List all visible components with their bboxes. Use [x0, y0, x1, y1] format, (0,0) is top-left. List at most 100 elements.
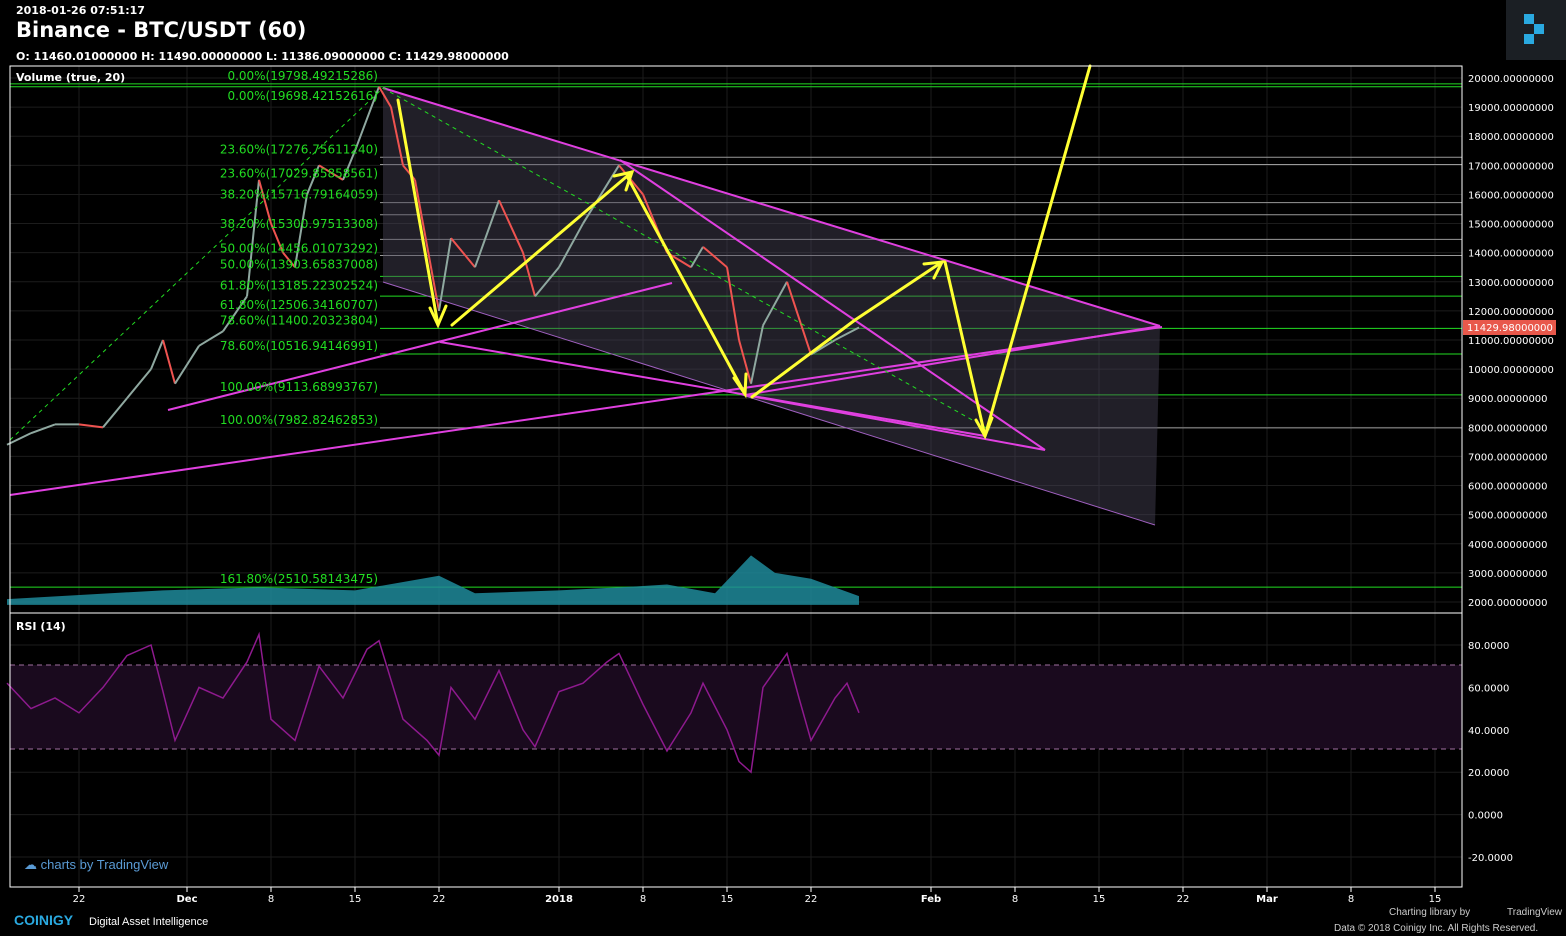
price-tick-label: 14000.00000000	[1468, 249, 1554, 260]
price-tick-label: 6000.00000000	[1468, 482, 1548, 493]
price-candle-segment	[726, 267, 740, 341]
timestamp: 2018-01-26 07:51:17	[16, 4, 145, 17]
price-candle-segment	[534, 266, 560, 297]
cloud-icon: ☁	[24, 857, 41, 872]
time-tick-label: 22	[433, 894, 446, 905]
volume-pane-label: Volume (true, 20)	[16, 71, 126, 84]
price-candle-segment	[474, 199, 500, 268]
copyright: Data © 2018 Coinigy Inc. All Rights Rese…	[1334, 923, 1539, 934]
price-candle-segment	[294, 194, 308, 268]
time-tick-label: 15	[1429, 894, 1442, 905]
time-tick-label: 15	[1093, 894, 1106, 905]
price-candle-segment	[690, 246, 704, 268]
price-candle-segment	[150, 339, 164, 370]
rsi-tick-label: 40.0000	[1468, 726, 1509, 737]
fib-label: 61.80%(13185.22302524)	[220, 278, 378, 292]
price-tick-label: 12000.00000000	[1468, 307, 1554, 318]
volume-series	[7, 555, 859, 605]
price-candle-segment	[618, 164, 644, 196]
price-candle-segment	[30, 423, 56, 435]
rsi-series	[6, 631, 860, 774]
trend-drawings	[9, 87, 1163, 526]
price-candle-segment	[306, 164, 320, 195]
fib-label: 78.60%(11400.20323804)	[220, 313, 378, 327]
axes: 20000.00000000 19000.00000000 18000.000000…	[73, 74, 1554, 905]
price-tick-label: 20000.00000000	[1468, 74, 1554, 85]
price-candle-segment	[198, 330, 224, 347]
price-candle-segment	[762, 281, 788, 326]
price-tick-label: 8000.00000000	[1468, 423, 1548, 434]
rsi-band	[10, 665, 1462, 749]
rsi-tick-label: 20.0000	[1468, 768, 1509, 779]
time-tick-label: 8	[268, 894, 274, 905]
fib-label: 38.20%(15300.97513308)	[220, 217, 378, 231]
rsi-tick-label: -20.0000	[1468, 853, 1513, 864]
price-candle-segment	[78, 423, 104, 429]
volume-area	[7, 555, 859, 605]
chart-title: Binance - BTC/USDT (60)	[16, 18, 307, 42]
rsi-tick-label: 80.0000	[1468, 641, 1509, 652]
last-price-badge: 11429.98000000	[1463, 320, 1556, 335]
price-tick-label: 4000.00000000	[1468, 540, 1548, 551]
time-tick-label: 15	[721, 894, 734, 905]
fib-label: 50.00%(14456.01073292)	[220, 241, 378, 255]
projection-arrows	[396, 64, 1092, 440]
price-candle-segment	[378, 86, 392, 108]
price-candle-segment	[6, 432, 32, 446]
price-candle-segment	[810, 339, 836, 356]
brand-tagline: Digital Asset Intelligence	[89, 916, 209, 928]
time-tick-label: 22	[73, 894, 86, 905]
fib-label: 23.60%(17029.85858561)	[220, 166, 378, 180]
price-candle-segment	[702, 246, 728, 268]
tradingview-link[interactable]: TradingView	[1507, 907, 1563, 918]
price-candle-segment	[162, 339, 176, 384]
price-tick-label: 10000.00000000	[1468, 365, 1554, 376]
price-candle-segment	[498, 199, 524, 254]
rsi-tick-label: 60.0000	[1468, 683, 1509, 694]
price-tick-label: 16000.00000000	[1468, 190, 1554, 201]
fib-label: 100.00%(7982.82462853)	[220, 413, 378, 427]
price-candle-segment	[354, 86, 380, 152]
price-candle-segment	[738, 339, 752, 384]
time-tick-label: 8	[1012, 894, 1018, 905]
time-tick-label: 22	[1177, 894, 1190, 905]
ohlc-readout: O: 11460.01000000 H: 11490.00000000 L: 1…	[16, 50, 509, 63]
fib-label: 161.80%(2510.58143475)	[220, 572, 378, 586]
price-candle-segment	[174, 345, 200, 385]
price-tick-label: 15000.00000000	[1468, 220, 1554, 231]
price-candle-segment	[342, 150, 356, 181]
rsi-line	[6, 631, 860, 774]
price-candle-segment	[450, 237, 476, 268]
price-candle-segment	[102, 397, 128, 428]
price-candle-segment	[258, 179, 272, 224]
price-candle-segment	[750, 325, 764, 384]
price-tick-label: 3000.00000000	[1468, 569, 1548, 580]
time-tick-label: 8	[640, 894, 646, 905]
tradingview-badge[interactable]: ☁ charts by TradingView	[24, 857, 169, 872]
price-candle-segment	[786, 281, 812, 355]
channel-fill	[383, 88, 1160, 525]
rsi-pane-label: RSI (14)	[16, 620, 66, 633]
price-candle-segment	[246, 179, 260, 297]
fib-label: 0.00%(19798.49215286)	[227, 69, 378, 83]
price-candle-segment	[558, 223, 584, 268]
fib-label: 23.60%(17276.75611240)	[220, 142, 378, 156]
price-candle-segment	[126, 368, 152, 399]
fib-label: 38.20%(15716.79164059)	[220, 188, 378, 202]
dashed-fib-trend	[9, 87, 991, 441]
fib-labels: 0.00%(19798.49215286) 0.00%(19698.4215261…	[220, 69, 378, 586]
price-tick-label: 7000.00000000	[1468, 452, 1548, 463]
price-candle-segment	[522, 252, 536, 297]
fib-label: 78.60%(10516.94146991)	[220, 339, 378, 353]
price-candle-segment	[318, 164, 344, 181]
coinigy-logo-icon	[1506, 0, 1566, 60]
price-series	[6, 86, 860, 446]
price-tick-label: 18000.00000000	[1468, 132, 1554, 143]
time-tick-label: 2018	[545, 894, 573, 905]
price-tick-label: 5000.00000000	[1468, 511, 1548, 522]
charting-library-text: Charting library by	[1389, 907, 1471, 918]
time-tick-label: Mar	[1256, 894, 1278, 905]
time-tick-label: 22	[805, 894, 818, 905]
price-candle-segment	[834, 326, 860, 341]
